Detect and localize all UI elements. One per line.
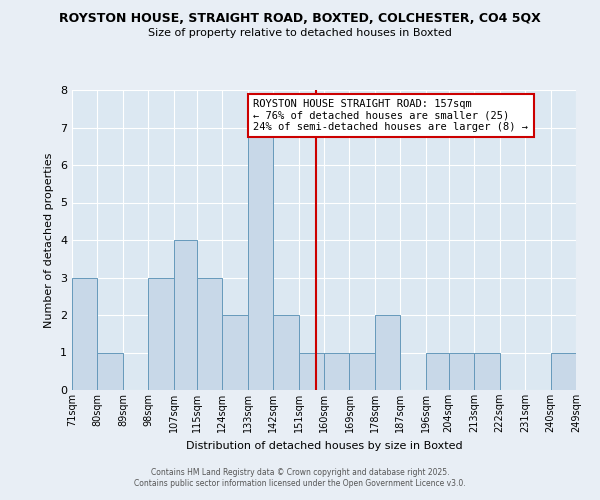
- Bar: [273, 315, 299, 390]
- Y-axis label: Number of detached properties: Number of detached properties: [44, 152, 55, 328]
- Bar: [197, 278, 222, 390]
- Text: ROYSTON HOUSE STRAIGHT ROAD: 157sqm
← 76% of detached houses are smaller (25)
24: ROYSTON HOUSE STRAIGHT ROAD: 157sqm ← 76…: [253, 99, 529, 132]
- Bar: [324, 352, 349, 390]
- Bar: [474, 352, 500, 390]
- Bar: [449, 352, 474, 390]
- Bar: [375, 315, 400, 390]
- X-axis label: Distribution of detached houses by size in Boxted: Distribution of detached houses by size …: [185, 440, 463, 450]
- Bar: [72, 278, 97, 390]
- Bar: [97, 352, 123, 390]
- Bar: [148, 278, 174, 390]
- Bar: [222, 315, 248, 390]
- Bar: [551, 352, 576, 390]
- Text: ROYSTON HOUSE, STRAIGHT ROAD, BOXTED, COLCHESTER, CO4 5QX: ROYSTON HOUSE, STRAIGHT ROAD, BOXTED, CO…: [59, 12, 541, 26]
- Text: Size of property relative to detached houses in Boxted: Size of property relative to detached ho…: [148, 28, 452, 38]
- Bar: [426, 352, 449, 390]
- Bar: [349, 352, 375, 390]
- Bar: [248, 128, 273, 390]
- Bar: [299, 352, 324, 390]
- Bar: [174, 240, 197, 390]
- Text: Contains HM Land Registry data © Crown copyright and database right 2025.
Contai: Contains HM Land Registry data © Crown c…: [134, 468, 466, 487]
